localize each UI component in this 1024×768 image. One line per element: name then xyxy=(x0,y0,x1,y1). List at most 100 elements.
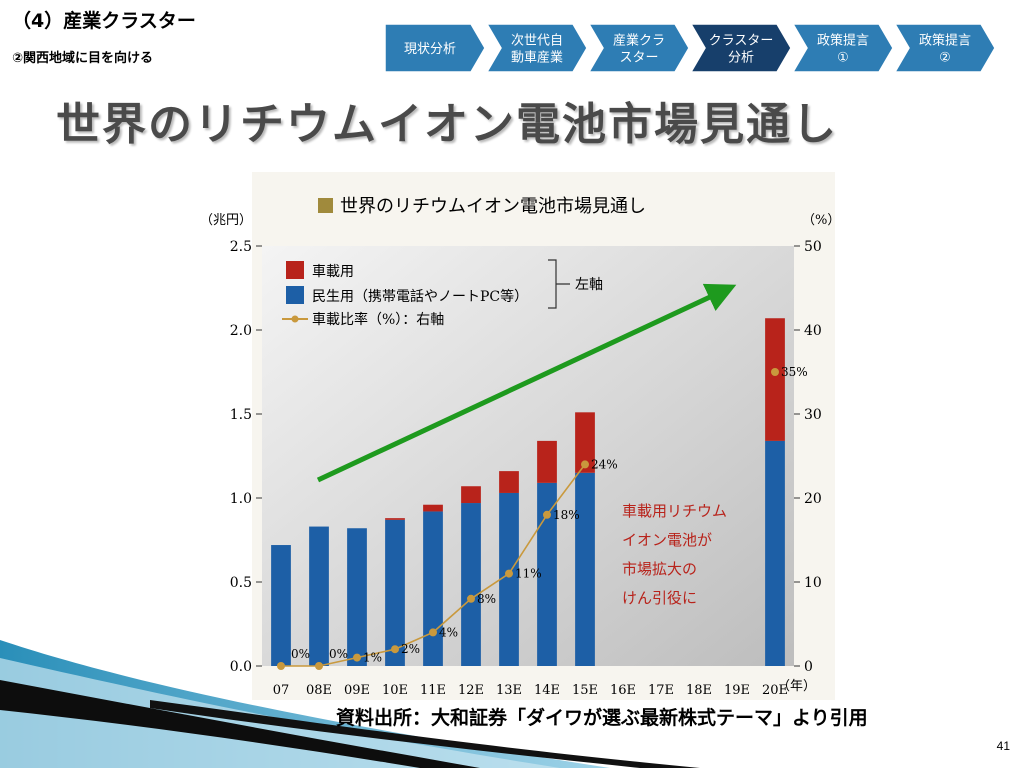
legend-label-ratio: 車載比率（%）：右軸 xyxy=(312,311,444,328)
chart-title: 世界のリチウムイオン電池市場見通し xyxy=(340,196,646,217)
ratio-point-08E xyxy=(315,662,323,670)
ratio-label: 2% xyxy=(401,642,420,656)
lithium-battery-chart: 世界のリチウムイオン電池市場見通し （兆円） （%） （年） 0.0 0.5 1.0… xyxy=(200,172,840,700)
nav-step-label: 動車産業 xyxy=(511,50,563,66)
x-tick-label: 09E xyxy=(344,683,370,698)
ratio-point-11E xyxy=(429,628,437,637)
y-right-unit: （%） xyxy=(802,213,835,228)
y-right-tick-label: 30 xyxy=(804,407,822,423)
x-tick-label: 14E xyxy=(534,683,560,698)
y-left-tick-label: 1.5 xyxy=(230,407,252,423)
plot-area xyxy=(262,246,794,666)
bar-automotive-10E xyxy=(385,518,405,520)
ratio-label: 4% xyxy=(439,625,458,639)
y-left-tick-label: 2.0 xyxy=(230,323,252,339)
y-left-tick-label: 0.5 xyxy=(230,575,252,591)
legend-label-automotive: 車載用 xyxy=(312,263,354,280)
nav-step-label: 現状分析 xyxy=(404,42,456,57)
ratio-point-15E xyxy=(581,460,589,469)
bar-consumer-09E xyxy=(347,528,367,666)
bar-consumer-12E xyxy=(461,503,481,666)
x-tick-label: 18E xyxy=(686,683,712,698)
x-tick-label: 16E xyxy=(610,683,636,698)
y-right-tick-label: 40 xyxy=(804,323,822,339)
page-number: 41 xyxy=(996,739,1010,753)
y-right-tick-label: 20 xyxy=(804,491,822,507)
bar-consumer-10E xyxy=(385,519,405,666)
ratio-label: 0% xyxy=(291,647,310,661)
x-tick-label: 08E xyxy=(306,683,332,698)
x-unit: （年） xyxy=(777,679,816,694)
legend-swatch-consumer xyxy=(286,286,304,304)
nav-step-label: 分析 xyxy=(728,51,754,66)
y-right-tick-label: 10 xyxy=(804,575,822,591)
bar-automotive-15E xyxy=(575,412,595,473)
ratio-point-14E xyxy=(543,510,551,519)
ratio-point-07 xyxy=(277,662,285,670)
ratio-label: 0% xyxy=(329,647,348,661)
ratio-label: 11% xyxy=(515,567,542,581)
page-title: 世界のリチウムイオン電池市場見通し xyxy=(56,99,838,150)
x-tick-label: 13E xyxy=(496,683,522,698)
bar-automotive-11E xyxy=(423,504,443,512)
legend-label-consumer: 民生用（携帯電話やノートPC等） xyxy=(312,288,528,305)
section-title: （4）産業クラスター xyxy=(12,10,196,32)
x-tick-label: 11E xyxy=(420,683,446,698)
x-tick-label: 17E xyxy=(648,683,674,698)
nav-step-shape xyxy=(384,23,486,73)
nav-step-label: 産業クラ xyxy=(613,33,665,49)
annotation-line: 市場拡大の xyxy=(622,560,697,578)
ratio-point-13E xyxy=(505,569,513,578)
bar-consumer-08E xyxy=(309,526,329,666)
ratio-point-12E xyxy=(467,594,475,603)
chart-container: 世界のリチウムイオン電池市場見通し （兆円） （%） （年） 0.0 0.5 1.0… xyxy=(190,172,840,700)
nav-step-shape xyxy=(485,23,588,73)
x-tick-label: 07 xyxy=(273,683,290,698)
ratio-point-10E xyxy=(391,645,399,654)
ratio-point-09E xyxy=(353,653,361,662)
x-tick-label: 12E xyxy=(458,683,484,698)
source-citation: 資料出所：大和証券「ダイワが選ぶ最新株式テーマ」より引用 xyxy=(336,707,868,729)
bar-consumer-07 xyxy=(271,545,291,666)
nav-step-5[interactable]: 政策提言 ① xyxy=(791,23,894,73)
legend-swatch-ratio-dot xyxy=(291,315,299,323)
annotation-line: 車載用リチウム xyxy=(622,502,727,520)
nav-step-6[interactable]: 政策提言 ② xyxy=(893,23,996,73)
nav-step-label: 政策提言 xyxy=(817,33,869,49)
ratio-label: 24% xyxy=(591,457,618,471)
ratio-label: 8% xyxy=(477,592,496,606)
x-tick-label: 10E xyxy=(382,683,408,698)
ratio-label: 35% xyxy=(781,365,808,379)
ratio-label: 18% xyxy=(553,508,580,522)
nav-step-label: スター xyxy=(619,51,658,66)
sub-title: ②関西地域に目を向ける xyxy=(12,51,154,66)
y-right-tick-label: 0 xyxy=(804,659,813,675)
trend-arrow xyxy=(316,283,737,483)
nav-step-1[interactable]: 現状分析 xyxy=(384,23,486,73)
nav-step-label: 政策提言 xyxy=(919,33,971,49)
nav-step-shape xyxy=(893,23,996,73)
ratio-label: 1% xyxy=(363,651,382,665)
y-left-tick-label: 2.5 xyxy=(230,239,252,255)
bar-automotive-20E xyxy=(765,318,785,441)
nav-step-3[interactable]: 産業クラスター xyxy=(587,23,690,73)
nav-step-shape xyxy=(689,23,792,73)
nav-step-shape xyxy=(587,23,690,73)
legend-bracket-label: 左軸 xyxy=(575,277,603,293)
title-marker xyxy=(318,198,333,213)
nav-step-label: クラスター xyxy=(709,34,774,49)
x-tick-label: 19E xyxy=(724,683,750,698)
nav-step-label: ② xyxy=(939,51,951,66)
y-left-unit: （兆円） xyxy=(200,213,252,228)
bar-consumer-14E xyxy=(537,482,557,666)
bar-consumer-20E xyxy=(765,440,785,666)
bar-consumer-13E xyxy=(499,492,519,666)
x-tick-label: 20E xyxy=(762,683,788,698)
bar-automotive-13E xyxy=(499,471,519,493)
bar-consumer-11E xyxy=(423,511,443,666)
bar-automotive-12E xyxy=(461,486,481,504)
nav-step-label: ① xyxy=(837,51,849,66)
